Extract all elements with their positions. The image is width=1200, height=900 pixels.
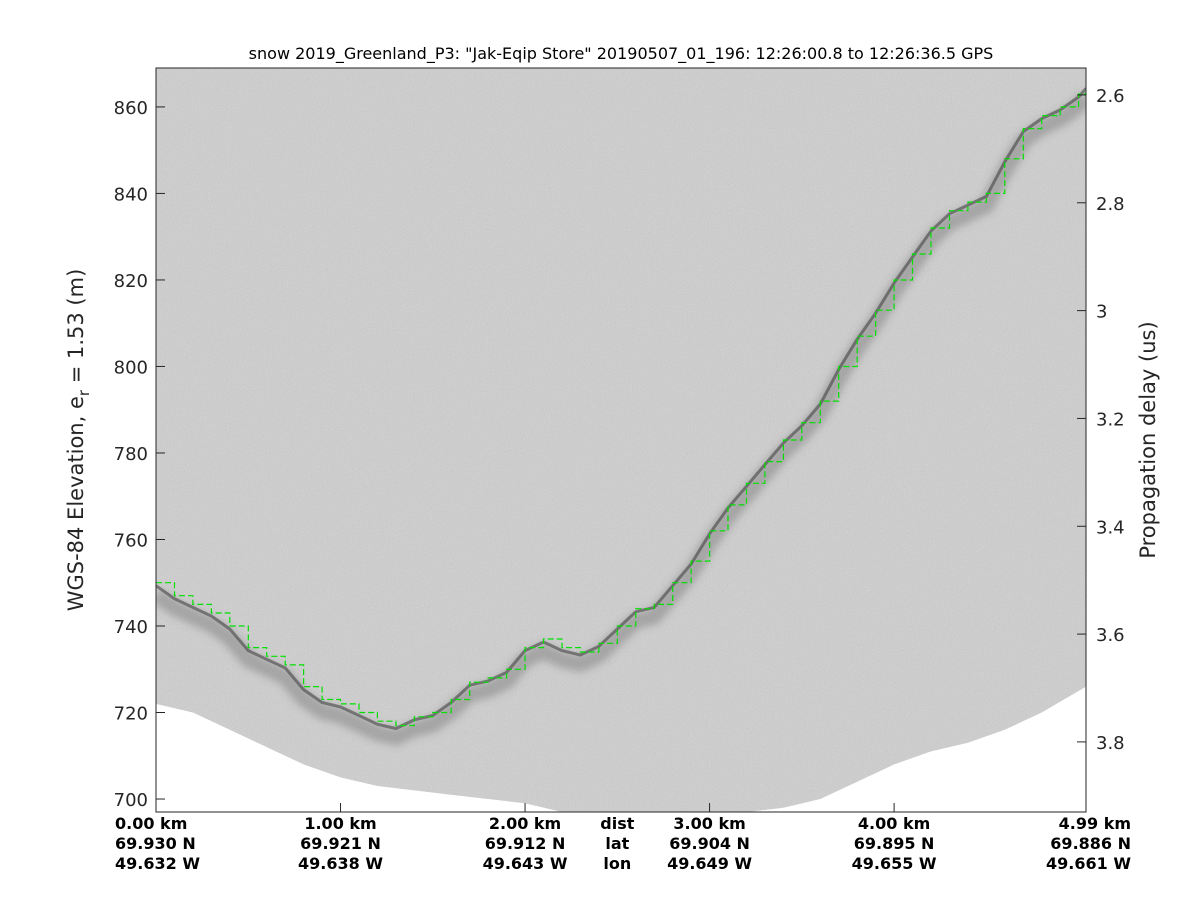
bottom-dist-label: 2.00 km <box>489 814 561 833</box>
right-axis-title: Propagation delay (us) <box>1136 321 1160 558</box>
bottom-lon-label: 49.643 W <box>483 854 568 873</box>
right-tick-label: 2.6 <box>1096 86 1125 107</box>
left-tick-label: 720 <box>114 704 148 725</box>
bottom-lon-label: 49.638 W <box>298 854 383 873</box>
bottom-lat-label: 69.886 N <box>1050 834 1131 853</box>
bottom-lat-label: 69.895 N <box>854 834 935 853</box>
subsurface-layer-band <box>156 92 1086 746</box>
right-axis: 2.6 2.8 3 3.2 3.4 3.6 3.8 <box>1077 86 1125 754</box>
left-tick-label: 860 <box>114 98 148 119</box>
bottom-dist-label: 1.00 km <box>304 814 376 833</box>
right-tick-label: 3.4 <box>1096 517 1125 538</box>
bottom-lat-label: 69.930 N <box>115 834 196 853</box>
left-tick-label: 820 <box>114 271 148 292</box>
surface-track-line <box>156 85 1086 727</box>
left-tick-label: 760 <box>114 530 148 551</box>
bottom-dist-label: 0.00 km <box>115 814 187 833</box>
bottom-dist-label: 3.00 km <box>673 814 745 833</box>
left-axis-title: WGS-84 Elevation, er = 1.53 (m) <box>64 269 93 612</box>
bottom-lon-label: 49.649 W <box>667 854 752 873</box>
right-tick-label: 3.8 <box>1096 733 1125 754</box>
plot-frame <box>155 67 1087 813</box>
bottom-lat-label: 69.904 N <box>669 834 750 853</box>
left-axis: 860 840 820 800 780 760 740 720 700 <box>114 98 165 811</box>
right-tick-label: 3.2 <box>1096 409 1125 430</box>
bottom-lat-label: 69.921 N <box>300 834 381 853</box>
bottom-lat-header: lat <box>605 834 629 853</box>
bottom-lon-header: lon <box>603 854 631 873</box>
left-tick-label: 840 <box>114 184 148 205</box>
radargram-echo-region <box>156 68 1086 812</box>
right-tick-label: 3 <box>1096 302 1107 323</box>
bottom-lon-label: 49.661 W <box>1046 854 1131 873</box>
right-tick-label: 2.8 <box>1096 194 1125 215</box>
bottom-dist-header: dist <box>600 814 634 833</box>
right-tick-label: 3.6 <box>1096 625 1125 646</box>
left-tick-label: 780 <box>114 444 148 465</box>
left-tick-label: 740 <box>114 617 148 638</box>
left-tick-label: 800 <box>114 357 148 378</box>
bottom-dist-label: 4.00 km <box>858 814 930 833</box>
bottom-lon-label: 49.632 W <box>115 854 200 873</box>
bottom-lon-label: 49.655 W <box>852 854 937 873</box>
bottom-lat-label: 69.912 N <box>485 834 566 853</box>
chart-title: snow 2019_Greenland_P3: "Jak-Eqip Store"… <box>249 44 994 64</box>
plot-area <box>156 68 1086 812</box>
subsurface-layer-line <box>156 87 1086 731</box>
bottom-dist-label: 4.99 km <box>1059 814 1131 833</box>
left-tick-label: 700 <box>114 790 148 811</box>
